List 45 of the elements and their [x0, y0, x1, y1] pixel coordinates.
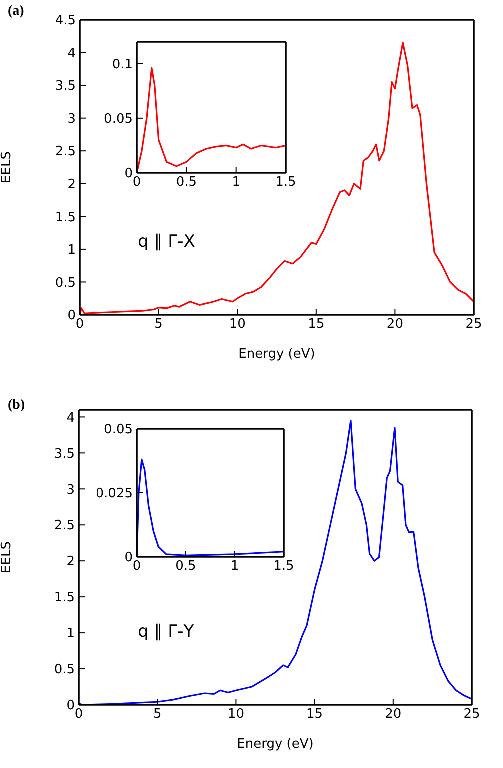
y-axis-title: EELS	[0, 542, 15, 574]
x-tick-label: 10	[228, 707, 244, 722]
y-tick-label: 2	[68, 178, 76, 193]
text: (a)	[8, 4, 24, 20]
y-tick-label: 2.5	[54, 518, 75, 534]
x-tick-label: 0.5	[176, 175, 198, 190]
x-tick-label: 1	[230, 559, 240, 574]
y-tick-label: 2	[66, 554, 75, 570]
y-tick-label: 1.5	[54, 590, 75, 606]
x-tick-label: 20	[385, 707, 402, 722]
x-tick-label: 25	[466, 317, 482, 332]
x-axis-title: Energy (eV)	[237, 737, 314, 752]
x-tick-label: 1	[232, 175, 240, 190]
y-tick-label: 0.5	[55, 276, 76, 291]
y-axis-title: EELS	[0, 152, 15, 184]
x-tick-label: 15	[308, 317, 325, 332]
x-tick-label: 1.5	[274, 559, 294, 574]
annotation: q ∥ Γ-X	[138, 232, 196, 252]
text: (b)	[8, 398, 26, 414]
x-tick-label: 5	[154, 317, 163, 332]
y-tick-label: 4	[68, 46, 76, 62]
y-tick-label: 4.5	[55, 14, 76, 29]
y-tick-label: 0.5	[54, 662, 75, 678]
y-tick-label: 0.05	[104, 112, 133, 128]
x-axis-title: Energy (eV)	[238, 347, 316, 362]
y-tick-label: 1	[66, 626, 75, 642]
y-tick-label: 0.025	[96, 486, 133, 502]
y-tick-label: 0.05	[104, 422, 133, 438]
x-tick-label: 5	[153, 707, 162, 722]
y-tick-label: 0.1	[112, 57, 133, 72]
y-tick-label: 3.5	[55, 79, 76, 94]
x-tick-label: 20	[386, 317, 404, 332]
y-tick-label: 1	[68, 243, 76, 258]
x-tick-label: 15	[306, 707, 324, 722]
y-tick-label: 3.5	[54, 446, 75, 462]
y-tick-label: 3	[68, 112, 76, 127]
y-tick-label: 2.5	[55, 144, 76, 160]
x-tick-label: 25	[464, 707, 480, 722]
x-tick-label: 1.5	[276, 175, 296, 190]
y-tick-label: 1.5	[55, 210, 76, 226]
y-tick-label: 4	[66, 410, 75, 426]
annotation: q ∥ Γ-Y	[138, 622, 194, 642]
x-tick-label: 0.5	[176, 559, 196, 574]
x-tick-label: 10	[229, 317, 246, 332]
y-tick-label: 3	[66, 482, 75, 498]
